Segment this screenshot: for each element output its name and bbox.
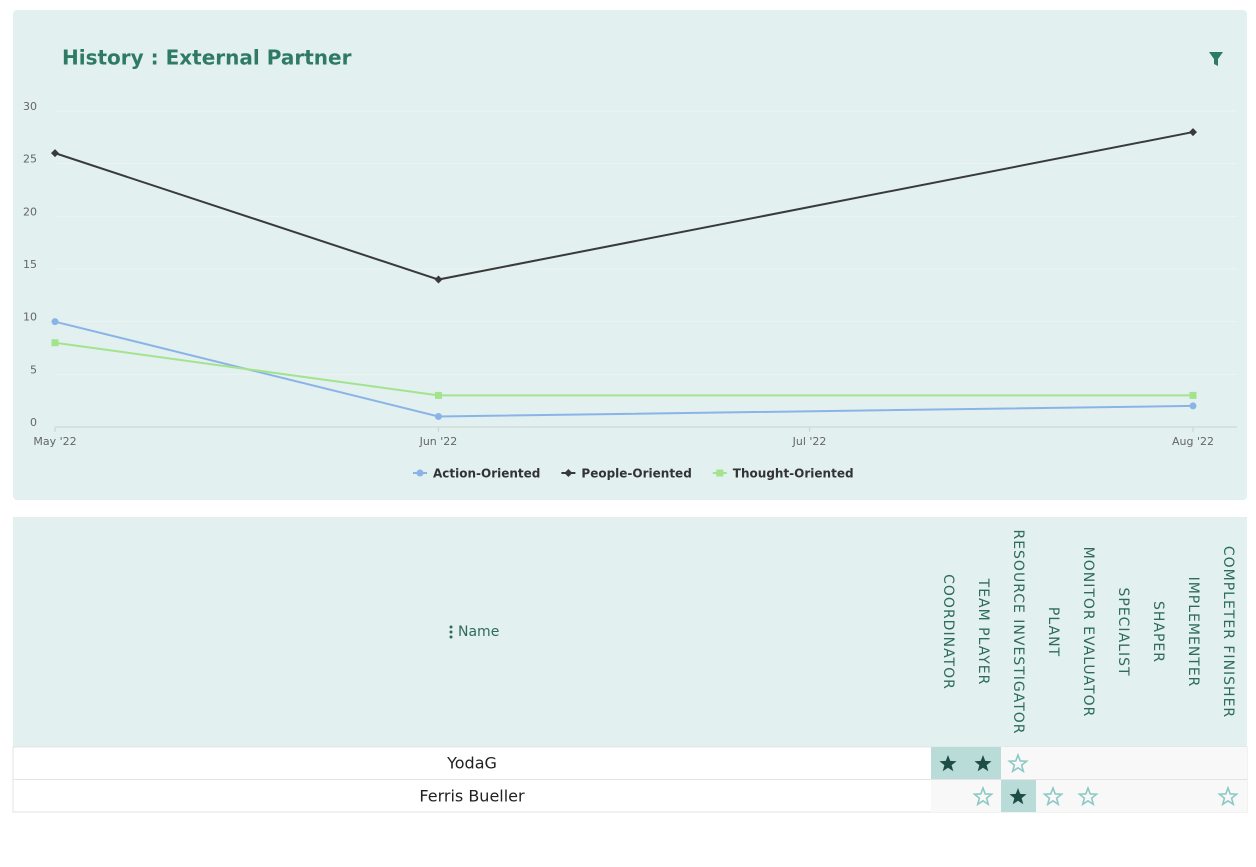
legend-item[interactable]: People-Oriented <box>561 467 692 481</box>
row-name: YodaG <box>446 754 497 773</box>
y-tick-label: 0 <box>30 416 37 429</box>
point <box>51 318 59 326</box>
name-header[interactable]: Name <box>449 624 500 640</box>
column-header: SPECIALIST <box>1115 587 1131 676</box>
legend: Action-Oriented People-Oriented Thought-Or… <box>413 467 854 481</box>
column-header: MONITOR EVALUATOR <box>1080 547 1096 718</box>
x-tick-label: Jun '22 <box>419 435 458 448</box>
point <box>1189 128 1197 137</box>
legend-marker <box>416 469 424 477</box>
x-tick-label: Aug '22 <box>1172 435 1214 448</box>
legend-marker <box>564 469 573 477</box>
point <box>434 275 443 284</box>
plot: 0 5 10 15 20 25 30 May '22 Jun '22 Jul '22 Aug '22 <box>23 100 1237 448</box>
legend-marker <box>716 469 724 477</box>
legend-label: Thought-Oriented <box>733 467 854 481</box>
y-tick-label: 20 <box>23 205 37 218</box>
point <box>51 339 59 347</box>
legend-item[interactable]: Action-Oriented <box>413 467 540 481</box>
column-header: PLANT <box>1045 607 1061 657</box>
chart-title: History : External Partner <box>62 46 352 70</box>
column-header: RESOURCE INVESTIGATOR <box>1010 529 1026 734</box>
legend-item[interactable]: Thought-Oriented <box>712 467 854 481</box>
chart-panel <box>13 10 1247 500</box>
row-name: Ferris Bueller <box>419 787 525 806</box>
header-label: Name <box>458 624 499 640</box>
y-tick-label: 30 <box>23 100 37 113</box>
table-header <box>13 517 1247 747</box>
column-header: SHAPER <box>1150 601 1166 663</box>
point <box>51 149 59 158</box>
x-tick-label: Jul '22 <box>792 435 827 448</box>
cell-highlight <box>931 747 1001 779</box>
y-tick-label: 15 <box>23 258 37 271</box>
point <box>434 412 442 420</box>
point <box>434 391 442 399</box>
y-tick-label: 5 <box>30 363 37 376</box>
column-header: COMPLETER FINISHER <box>1220 546 1236 718</box>
column-header: TEAM PLAYER <box>975 578 991 686</box>
legend-label: Action-Oriented <box>433 467 540 481</box>
filter-button[interactable] <box>1209 52 1223 66</box>
point <box>1189 402 1197 410</box>
cell-bg <box>931 780 1247 812</box>
legend-label: People-Oriented <box>581 467 691 481</box>
y-tick-label: 10 <box>23 311 37 324</box>
x-tick-label: May '22 <box>33 435 76 448</box>
y-tick-label: 25 <box>23 153 37 166</box>
column-header: IMPLEMENTER <box>1185 577 1201 688</box>
column-header: COORDINATOR <box>940 574 956 690</box>
point <box>1189 391 1197 399</box>
